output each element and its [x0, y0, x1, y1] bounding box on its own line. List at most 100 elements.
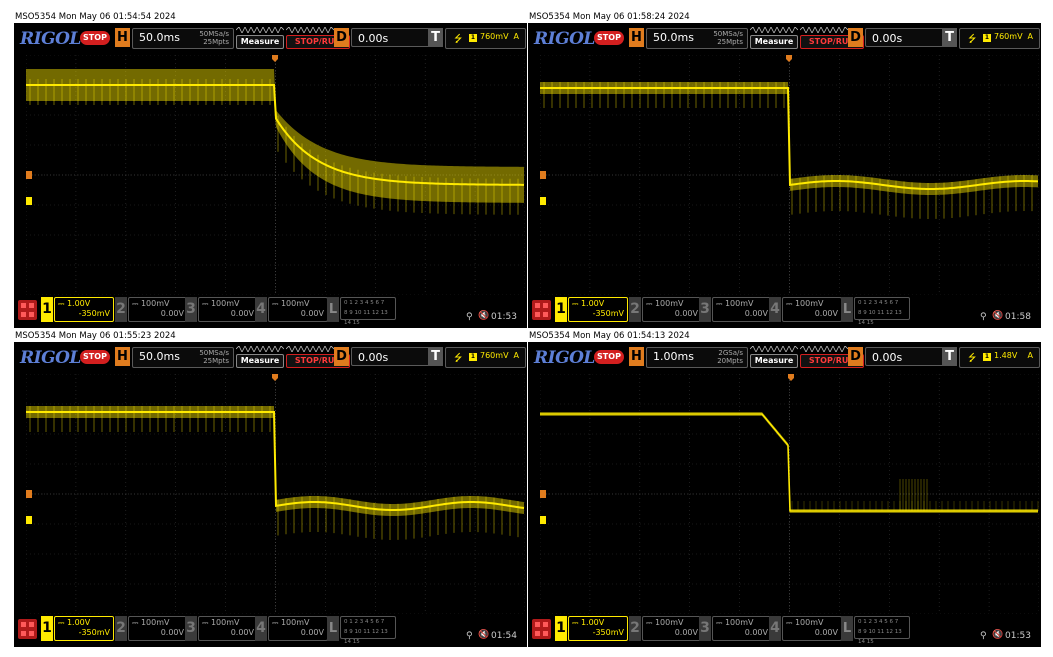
horizontal-label[interactable]: H [115, 347, 130, 366]
waveform-icon [286, 27, 334, 33]
channel-2-offset: 0.00V [674, 309, 698, 318]
timebase-box[interactable]: 50.0ms 50MSa/s 25Mpts [646, 28, 748, 49]
horizontal-label[interactable]: H [629, 28, 644, 47]
channel-1-number: 1 [555, 616, 567, 641]
system-clock: 01:54 [491, 631, 517, 641]
measure-button[interactable]: Measure [750, 354, 798, 368]
channel-1-box[interactable]: 1 ⎓ 1.00V -350mV [41, 297, 114, 322]
timebase-box[interactable]: 50.0ms 50MSa/s 25Mpts [132, 28, 234, 49]
delay-value[interactable]: 0.00s [865, 347, 945, 366]
measure-button[interactable]: Measure [750, 35, 798, 49]
channel-3-offset: 0.00V [230, 309, 254, 318]
waveform-display[interactable] [540, 55, 1039, 295]
run-state-badge[interactable]: STOP [80, 350, 110, 364]
measure-control[interactable]: Measure [236, 346, 284, 368]
channel-1-box[interactable]: 1 ⎓ 1.00V -350mV [41, 616, 114, 641]
timebase-value: 50.0ms [139, 31, 180, 44]
channel-bar: 1 ⎓ 1.00V -350mV 2 ⎓ 100mV 0.00V 3 ⎓ 100mV… [14, 614, 527, 647]
channel-3-box[interactable]: 3 ⎓ 100mV 0.00V [185, 297, 258, 322]
channel-2-box[interactable]: 2 ⎓ 100mV 0.00V [629, 297, 702, 322]
waveform-display[interactable] [26, 55, 525, 295]
channel-4-box[interactable]: 4 ⎓ 100mV 0.00V [769, 297, 842, 322]
delay-label[interactable]: D [334, 347, 349, 366]
delay-label[interactable]: D [848, 28, 863, 47]
speaker-mute-icon[interactable]: 🔇 [992, 311, 1004, 321]
channel-2-offset: 0.00V [674, 628, 698, 637]
channel-4-offset: 0.00V [814, 628, 838, 637]
measure-control[interactable]: Measure [236, 27, 284, 49]
delay-label[interactable]: D [334, 28, 349, 47]
channel-3-box[interactable]: 3 ⎓ 100mV 0.00V [699, 616, 772, 641]
menu-icon[interactable] [532, 300, 551, 320]
channel-3-number: 3 [699, 616, 711, 641]
run-state-badge[interactable]: STOP [594, 350, 624, 364]
channel-2-number: 2 [115, 616, 127, 641]
scope-screen-3: MSO5354 Mon May 06 01:55:23 2024 RIGOL S… [14, 330, 527, 647]
channel-2-box[interactable]: 2 ⎓ 100mV 0.00V [629, 616, 702, 641]
channel-1-box[interactable]: 1 ⎓ 1.00V -350mV [555, 297, 628, 322]
channel-2-box[interactable]: 2 ⎓ 100mV 0.00V [115, 297, 188, 322]
channel-4-box[interactable]: 4 ⎓ 100mV 0.00V [769, 616, 842, 641]
trigger-box[interactable]: ⭍ 1 760mV A [445, 347, 526, 368]
measure-control[interactable]: Measure [750, 27, 798, 49]
trigger-box[interactable]: ⭍ 1 1.48V A [959, 347, 1040, 368]
delay-value[interactable]: 0.00s [351, 347, 431, 366]
waveform-display[interactable] [540, 374, 1039, 614]
channel-2-scale: ⎓ 100mV [132, 618, 170, 627]
scope-screen-1: MSO5354 Mon May 06 01:54:54 2024 RIGOL S… [14, 11, 527, 328]
menu-icon[interactable] [18, 300, 37, 320]
trigger-label[interactable]: T [942, 28, 957, 47]
delay-label[interactable]: D [848, 347, 863, 366]
waveform-display[interactable] [26, 374, 525, 614]
speaker-mute-icon[interactable]: 🔇 [478, 311, 490, 321]
menu-icon[interactable] [532, 619, 551, 639]
run-state-badge[interactable]: STOP [80, 31, 110, 45]
menu-icon[interactable] [18, 619, 37, 639]
channel-1-box[interactable]: 1 ⎓ 1.00V -350mV [555, 616, 628, 641]
trigger-mode: A [513, 351, 519, 360]
channel-4-scale: ⎓ 100mV [786, 618, 824, 627]
measure-button[interactable]: Measure [236, 354, 284, 368]
channel-4-box[interactable]: 4 ⎓ 100mV 0.00V [255, 297, 328, 322]
channel-3-box[interactable]: 3 ⎓ 100mV 0.00V [699, 297, 772, 322]
horizontal-label[interactable]: H [629, 347, 644, 366]
trigger-source-icon: 1 [469, 34, 477, 42]
trigger-label[interactable]: T [428, 347, 443, 366]
trigger-box[interactable]: ⭍ 1 760mV A [959, 28, 1040, 49]
screenshot-title: MSO5354 Mon May 06 01:54:54 2024 [14, 11, 527, 23]
trigger-label[interactable]: T [942, 347, 957, 366]
trigger-mode: A [1027, 32, 1033, 41]
timebase-value: 1.00ms [653, 350, 694, 363]
trigger-label[interactable]: T [428, 28, 443, 47]
system-clock: 01:53 [491, 312, 517, 322]
channel-2-box[interactable]: 2 ⎓ 100mV 0.00V [115, 616, 188, 641]
speaker-mute-icon[interactable]: 🔇 [992, 630, 1004, 640]
measure-control[interactable]: Measure [750, 346, 798, 368]
measure-button[interactable]: Measure [236, 35, 284, 49]
horizontal-label[interactable]: H [115, 28, 130, 47]
channel-4-box[interactable]: 4 ⎓ 100mV 0.00V [255, 616, 328, 641]
run-state-badge[interactable]: STOP [594, 31, 624, 45]
channel-2-scale: ⎓ 100mV [132, 299, 170, 308]
channel-4-offset: 0.00V [300, 628, 324, 637]
speaker-mute-icon[interactable]: 🔇 [478, 630, 490, 640]
channel-3-number: 3 [185, 297, 197, 322]
channel-3-offset: 0.00V [744, 628, 768, 637]
logic-analyzer-label: L [327, 616, 339, 641]
timebase-box[interactable]: 1.00ms 2GSa/s 20Mpts [646, 347, 748, 368]
channel-4-offset: 0.00V [300, 309, 324, 318]
waveform-trace [26, 84, 525, 186]
delay-value[interactable]: 0.00s [351, 28, 431, 47]
channel-3-scale: ⎓ 100mV [202, 299, 240, 308]
waveform-envelope [26, 69, 524, 203]
timebase-box[interactable]: 50.0ms 50MSa/s 25Mpts [132, 347, 234, 368]
channel-3-box[interactable]: 3 ⎓ 100mV 0.00V [185, 616, 258, 641]
sample-rate-info: 50MSa/s 25Mpts [713, 30, 743, 46]
delay-value[interactable]: 0.00s [865, 28, 945, 47]
trigger-edge-icon: ⭍ [454, 34, 463, 45]
trigger-box[interactable]: ⭍ 1 760mV A [445, 28, 526, 49]
